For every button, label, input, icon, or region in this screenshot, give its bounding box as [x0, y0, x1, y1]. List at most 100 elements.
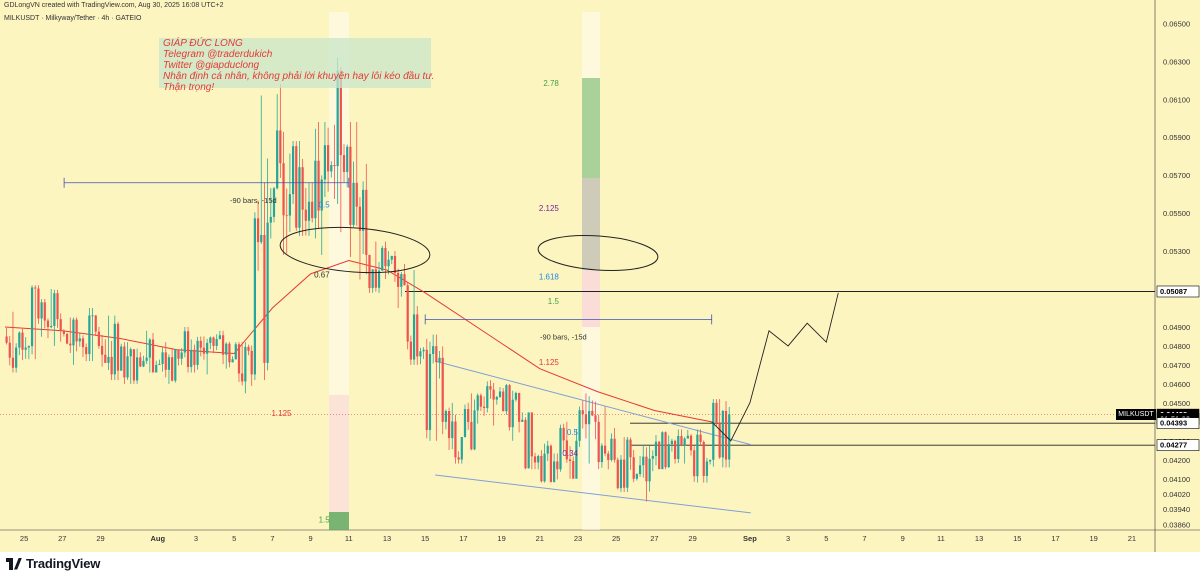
candle-body [381, 248, 384, 271]
candle-body [454, 421, 457, 458]
time-tick-27: 19 [1090, 534, 1098, 543]
candle-body [221, 335, 225, 355]
fib-level-label-9: 0.5 [567, 428, 579, 437]
candle-body [393, 255, 397, 273]
candle-body [635, 474, 639, 479]
candle-body [34, 287, 37, 289]
candle-body [180, 352, 183, 359]
price-tick-0: 0.06500 [1163, 19, 1190, 28]
candle-body [572, 461, 575, 479]
candle-body [696, 434, 699, 477]
candle-body [132, 349, 136, 381]
candle-body [673, 440, 677, 460]
candle-body [145, 357, 148, 361]
candle-body [470, 422, 473, 450]
time-tick-26: 17 [1051, 534, 1059, 543]
time-tick-12: 19 [497, 534, 505, 543]
candle-body [502, 391, 505, 412]
candle-body [202, 347, 206, 354]
candle-body [553, 461, 556, 482]
candle-body [193, 349, 196, 365]
time-tick-3: Aug [151, 534, 166, 543]
candle-body [346, 146, 349, 172]
candle-body [514, 392, 518, 400]
candle-body [355, 182, 358, 207]
candle-body [186, 331, 190, 368]
candle-body [661, 432, 664, 470]
candle-body [167, 357, 171, 370]
candle-body [24, 347, 27, 350]
candle-body [253, 218, 257, 375]
candle-body [377, 270, 381, 288]
highlight-ellipse [279, 226, 431, 274]
fib-level-label-0: 0.67 [314, 271, 330, 280]
candle-body [619, 459, 623, 489]
candle-body [69, 343, 72, 346]
candle-body [686, 435, 689, 439]
candle-body [231, 359, 234, 363]
candle-body [314, 160, 317, 219]
candle-body [97, 331, 101, 346]
author-line-3: Twitter @giapduclong [163, 60, 260, 71]
candle-body [241, 373, 244, 382]
time-tick-4: 3 [194, 534, 198, 543]
channel-line [435, 360, 751, 446]
tradingview-logo[interactable]: TradingView [6, 556, 100, 571]
candle-body [110, 356, 113, 375]
time-tick-6: 7 [270, 534, 274, 543]
candle-body [492, 389, 495, 400]
time-tick-13: 21 [536, 534, 544, 543]
candle-body [638, 465, 642, 475]
candle-body [368, 254, 371, 289]
candle-body [164, 352, 167, 370]
candle-body [94, 315, 97, 332]
candle-body [610, 438, 613, 460]
candle-body [530, 412, 533, 457]
candle-body [358, 206, 362, 231]
candle-body [406, 285, 409, 342]
fib-level-label-10: 0.34 [562, 449, 578, 458]
candle-body [263, 234, 266, 363]
candle-body [645, 456, 648, 482]
candle-body [374, 269, 377, 288]
price-tick-6: 0.05300 [1163, 247, 1190, 256]
price-tick-4: 0.05700 [1163, 171, 1190, 180]
candle-body [116, 323, 120, 371]
fib-zone-right-mid [582, 178, 600, 270]
candle-body [37, 288, 40, 319]
time-tick-17: 29 [688, 534, 696, 543]
candle-body [282, 163, 285, 216]
time-tick-8: 11 [345, 534, 353, 543]
candle-body [11, 357, 15, 368]
candle-body [326, 145, 330, 172]
measure-label-1: -90 bars, -15d [540, 332, 587, 341]
author-note: GIÁP ĐỨC LONG Telegram @traderdukich Twi… [159, 38, 435, 93]
candle-body [78, 338, 81, 342]
candle-body [680, 435, 683, 446]
candle-body [100, 345, 104, 355]
candle-body [498, 391, 502, 397]
candle-body [384, 248, 387, 267]
candle-body [428, 354, 432, 430]
candle-body [654, 441, 658, 456]
candle-body [546, 445, 549, 454]
candle-body [177, 349, 180, 359]
candle-body [648, 458, 651, 482]
candle-body [304, 209, 307, 221]
candle-body [247, 346, 250, 351]
candle-body [65, 333, 69, 344]
candle-body [416, 314, 419, 357]
candle-body [489, 386, 492, 390]
candle-body [543, 453, 546, 482]
author-line-4: Nhận định cá nhân, không phải lời khuyên… [163, 71, 435, 82]
candle-body [441, 357, 444, 422]
fib-level-label-7: 1.5 [548, 297, 560, 306]
candle-body [575, 440, 578, 479]
author-line-5: Thận trọng! [163, 82, 215, 93]
candle-body [444, 411, 448, 422]
candle-body [88, 315, 91, 355]
price-chart[interactable]: 0.06500 0.06300 0.06100 0.05900 0.05700 0.055… [0, 0, 1200, 552]
candle-body [425, 349, 428, 430]
candle-body [603, 445, 607, 454]
candle-body [174, 349, 177, 381]
